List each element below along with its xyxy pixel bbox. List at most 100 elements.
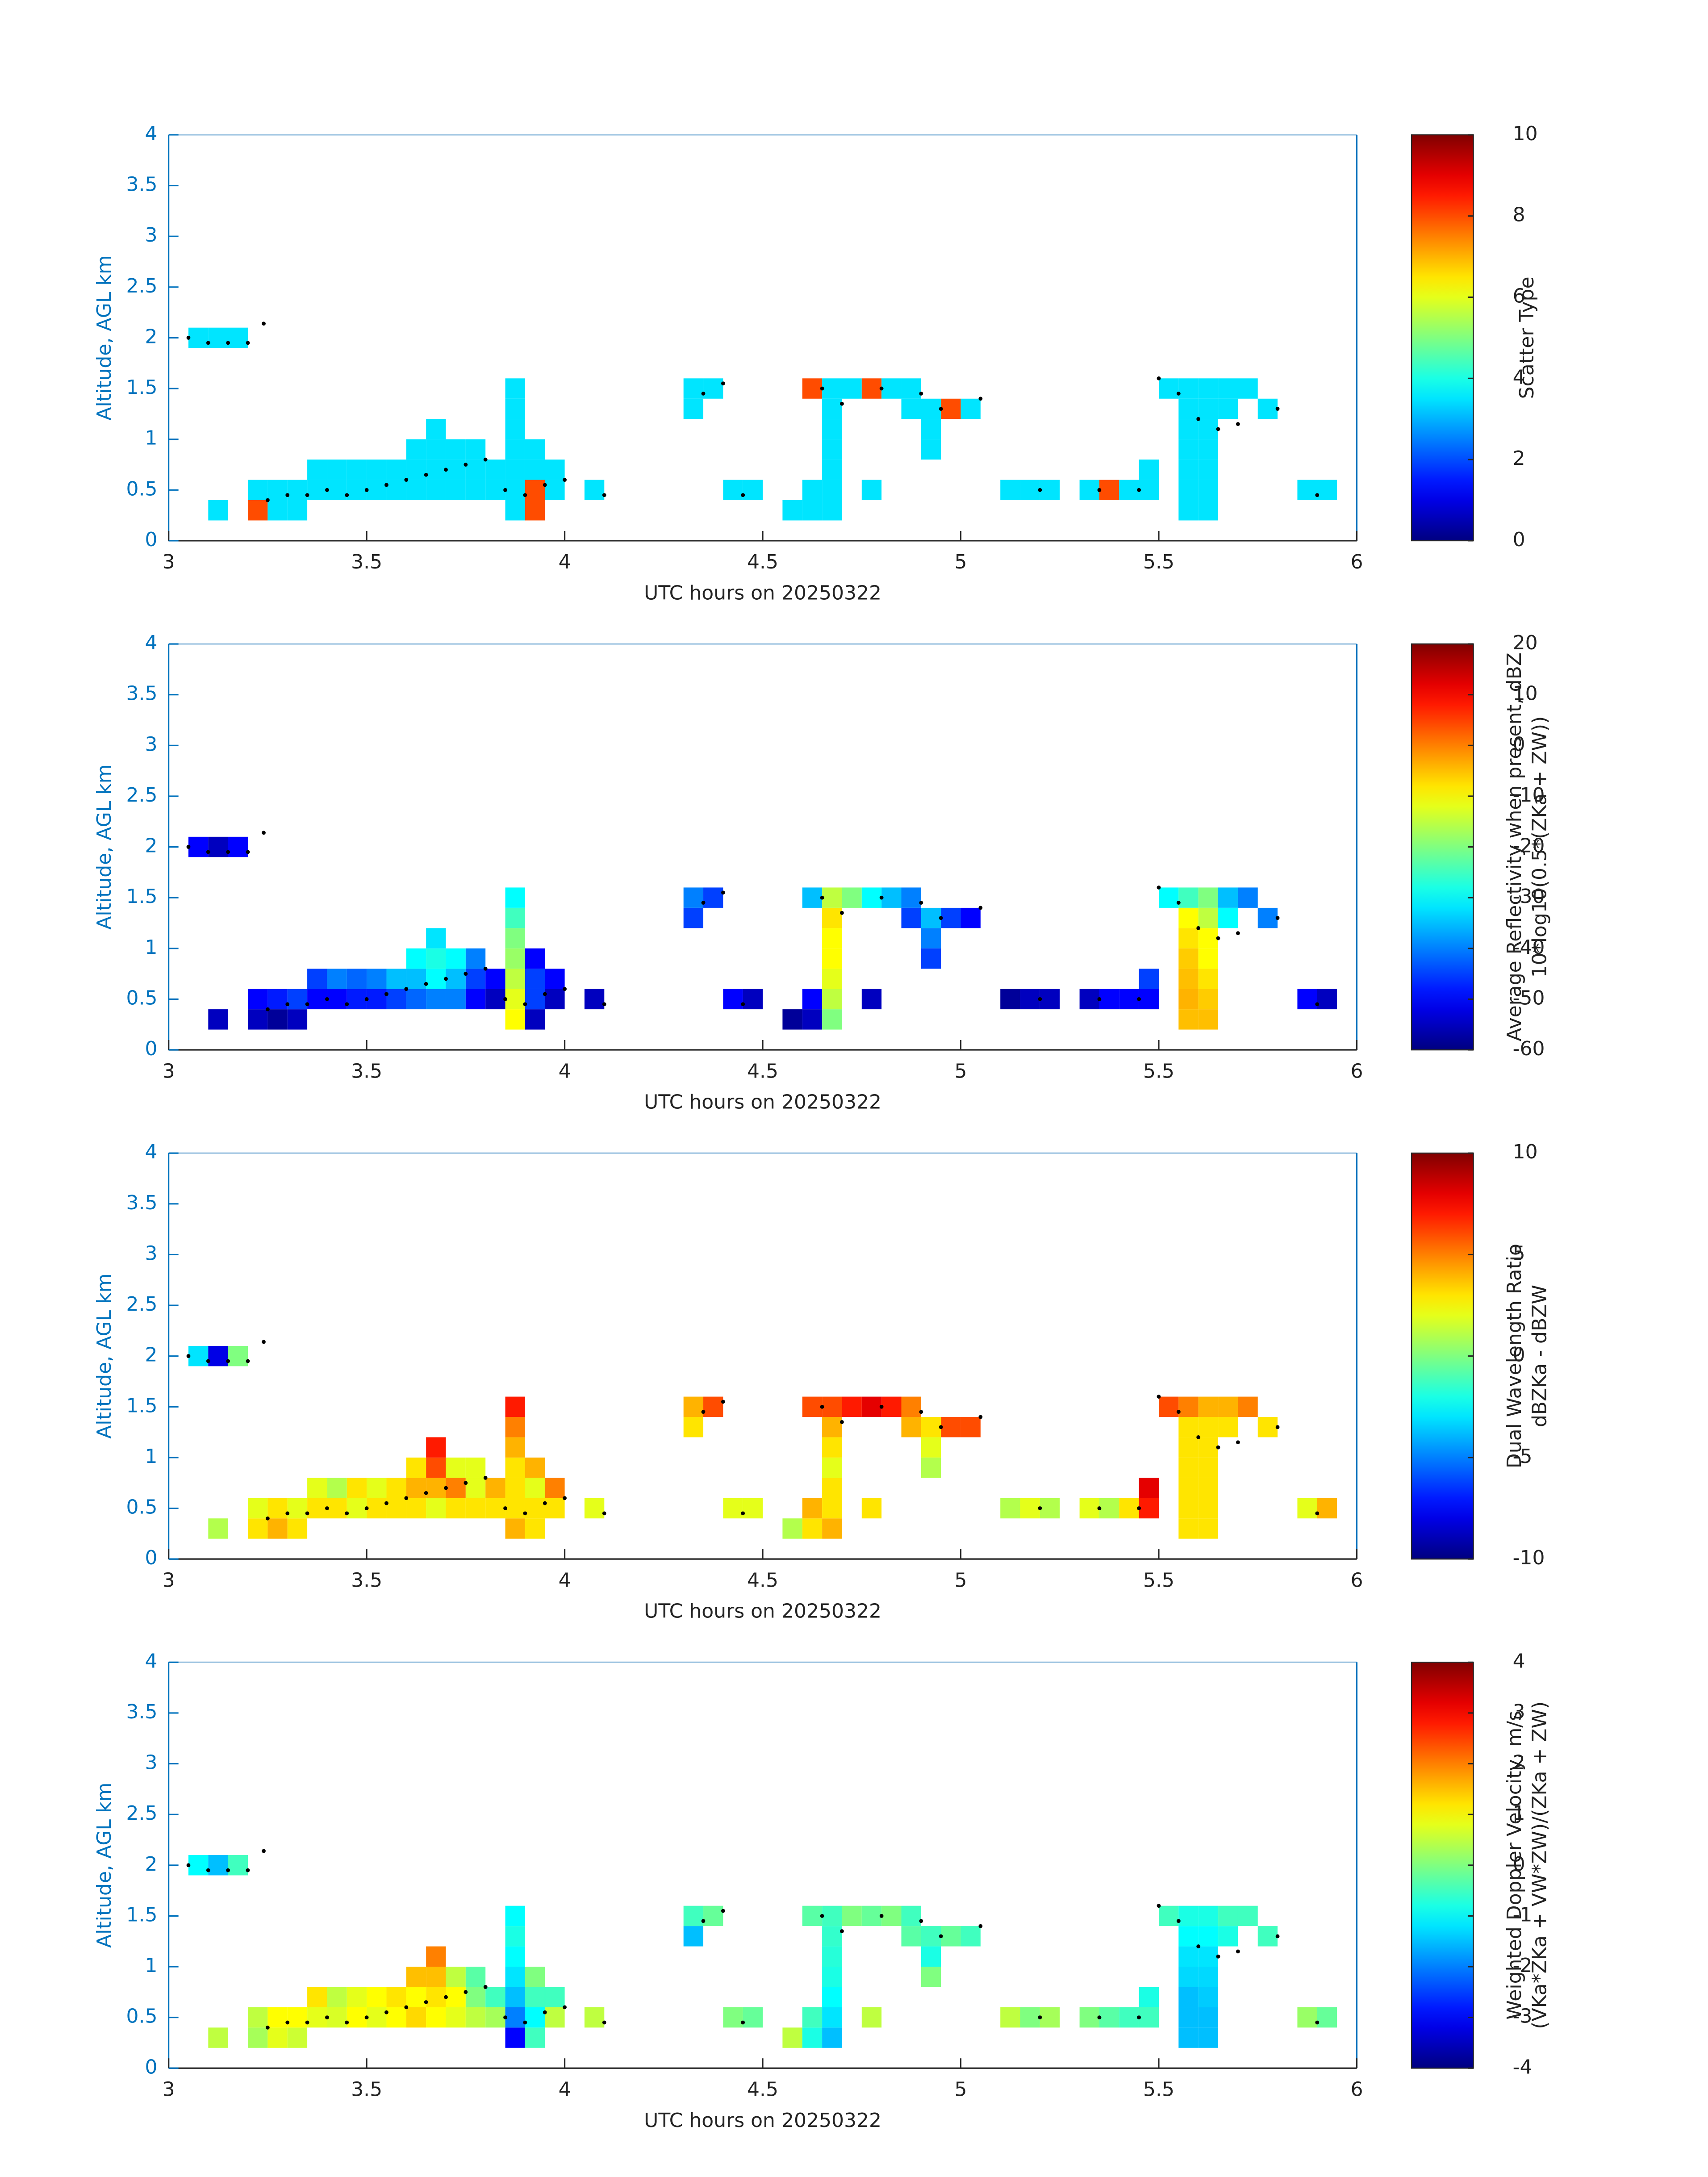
cell — [1159, 1905, 1179, 1926]
cell — [485, 480, 505, 500]
cell — [822, 1905, 842, 1926]
cell — [1020, 2007, 1040, 2028]
cell — [347, 1478, 367, 1498]
cell — [1317, 1498, 1337, 1519]
cell — [1257, 907, 1278, 928]
marker-dot — [1038, 2015, 1042, 2020]
marker-dot — [919, 1919, 923, 1923]
marker-dot — [1216, 1954, 1220, 1959]
cell — [782, 2027, 802, 2048]
cell — [485, 969, 505, 989]
cell — [921, 1926, 941, 1947]
cell — [465, 969, 486, 989]
marker-dot — [404, 2005, 409, 2010]
marker-dot — [1176, 1410, 1181, 1414]
cell — [921, 1457, 941, 1478]
marker-dot — [1137, 997, 1141, 1001]
marker-dot — [186, 1354, 191, 1358]
cell — [188, 327, 209, 348]
cell — [287, 480, 308, 500]
y-tick-label: 2 — [145, 1853, 157, 1876]
cell — [842, 887, 862, 908]
cell — [347, 2007, 367, 2028]
x-tick-label: 3.5 — [351, 1569, 382, 1592]
cell — [367, 1478, 387, 1498]
cell — [386, 969, 406, 989]
cell — [446, 1987, 466, 2007]
cell — [901, 887, 921, 908]
cell — [782, 1009, 802, 1030]
marker-dot — [345, 1002, 349, 1007]
marker-dot — [1275, 407, 1280, 411]
marker-dot — [1236, 931, 1240, 936]
cell — [822, 2007, 842, 2028]
cell — [505, 419, 525, 439]
cell — [1198, 439, 1219, 460]
colorbar-tick-label: 10 — [1513, 682, 1538, 705]
marker-dot — [820, 386, 824, 391]
marker-dot — [978, 397, 983, 401]
cell — [426, 1457, 446, 1478]
marker-dot — [206, 341, 210, 345]
marker-dot — [1097, 1506, 1102, 1510]
cell — [901, 907, 921, 928]
cell — [1020, 989, 1040, 1010]
cell — [406, 1478, 426, 1498]
marker-dot — [1157, 1904, 1161, 1908]
cell — [426, 1498, 446, 1519]
marker-dot — [721, 1400, 725, 1404]
cell — [287, 1498, 308, 1519]
cell — [327, 460, 347, 480]
cell — [1218, 1417, 1238, 1437]
y-tick-label: 0.5 — [126, 477, 158, 500]
cell — [525, 969, 545, 989]
y-tick-label: 4 — [145, 122, 157, 145]
cell — [1178, 1417, 1199, 1437]
cell — [1099, 480, 1119, 500]
marker-dot — [345, 1511, 349, 1516]
cell — [525, 1518, 545, 1539]
cell — [208, 1855, 228, 1876]
colorbar — [1411, 643, 1474, 1051]
cell — [1198, 1009, 1219, 1030]
marker-dot — [1275, 916, 1280, 920]
marker-dot — [1196, 1435, 1201, 1439]
marker-dot — [939, 407, 943, 411]
y-tick-label: 0 — [145, 1546, 157, 1569]
marker-dot — [246, 1359, 250, 1363]
marker-dot — [701, 1410, 706, 1414]
marker-dot — [1038, 997, 1042, 1001]
marker-dot — [721, 1909, 725, 1913]
marker-dot — [1038, 488, 1042, 492]
y-tick-label: 2 — [145, 835, 157, 857]
colorbar-tick-label: 4 — [1513, 1650, 1525, 1672]
cell — [1178, 887, 1199, 908]
cell — [228, 836, 248, 857]
cell — [881, 1905, 902, 1926]
cell — [861, 1396, 882, 1417]
marker-dot — [1176, 391, 1181, 396]
cell — [1238, 1396, 1258, 1417]
cell — [1198, 419, 1219, 439]
cell — [921, 928, 941, 949]
cell — [1020, 480, 1040, 500]
marker-dot — [262, 831, 266, 835]
cell — [782, 1518, 802, 1539]
cell — [386, 1498, 406, 1519]
marker-dot — [1216, 1445, 1220, 1450]
marker-dot — [939, 1934, 943, 1939]
cell — [1218, 1926, 1238, 1947]
cell — [1178, 1437, 1199, 1458]
cell — [505, 439, 525, 460]
cell — [505, 1009, 525, 1030]
cell — [465, 2007, 486, 2028]
cell — [822, 1926, 842, 1947]
marker-dot — [543, 2010, 547, 2014]
cell — [584, 2007, 605, 2028]
cell — [1198, 1905, 1219, 1926]
cell — [802, 887, 823, 908]
cell — [446, 1498, 466, 1519]
cell — [465, 1478, 486, 1498]
colorbar-tick-label: 10 — [1513, 1141, 1538, 1163]
cell — [228, 1855, 248, 1876]
